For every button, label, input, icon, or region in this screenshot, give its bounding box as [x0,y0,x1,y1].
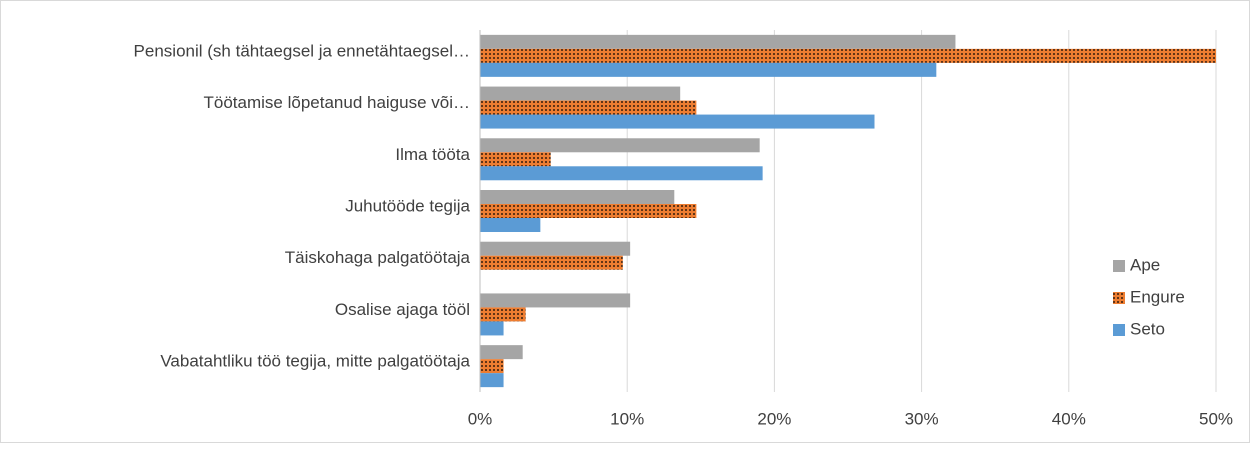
legend-swatch [1113,260,1125,272]
bar [480,307,526,322]
x-tick-label: 10% [610,409,644,428]
bar [480,190,675,204]
bar [480,321,504,336]
bar [480,152,551,167]
legend-label: Seto [1130,319,1165,338]
bar [480,48,1216,63]
bar [480,166,763,181]
x-tick-label: 30% [905,409,939,428]
y-tick-label: Ilma tööta [395,145,470,164]
bar [480,204,697,218]
bar [480,114,875,129]
y-tick-label: Täiskohaga palgatöötaja [285,248,471,267]
x-tick-label: 50% [1199,409,1233,428]
bar [480,86,681,101]
y-tick-label: Pensionil (sh tähtaegsel ja ennetähtaegs… [134,41,470,60]
y-tick-label: Töötamise lõpetanud haiguse või… [204,93,471,112]
x-tick-label: 0% [468,409,493,428]
y-tick-label: Osalise ajaga tööl [335,300,470,319]
bar [480,100,697,115]
bar [480,241,631,256]
bar [480,359,504,374]
legend-label: Ape [1130,255,1160,274]
bar [480,34,956,49]
bar [480,218,541,232]
x-tick-label: 40% [1052,409,1086,428]
legend-swatch [1113,324,1125,336]
x-tick-label: 20% [757,409,791,428]
legend-swatch [1113,292,1125,304]
y-tick-label: Juhutööde tegija [345,196,470,215]
bar [480,293,631,308]
y-tick-label: Vabatahtliku töö tegija, mitte palgatööt… [160,352,470,371]
bar [480,373,504,388]
bar [480,255,623,270]
bar [480,345,523,360]
bar [480,62,937,77]
legend-label: Engure [1130,287,1185,306]
bar [480,138,760,153]
